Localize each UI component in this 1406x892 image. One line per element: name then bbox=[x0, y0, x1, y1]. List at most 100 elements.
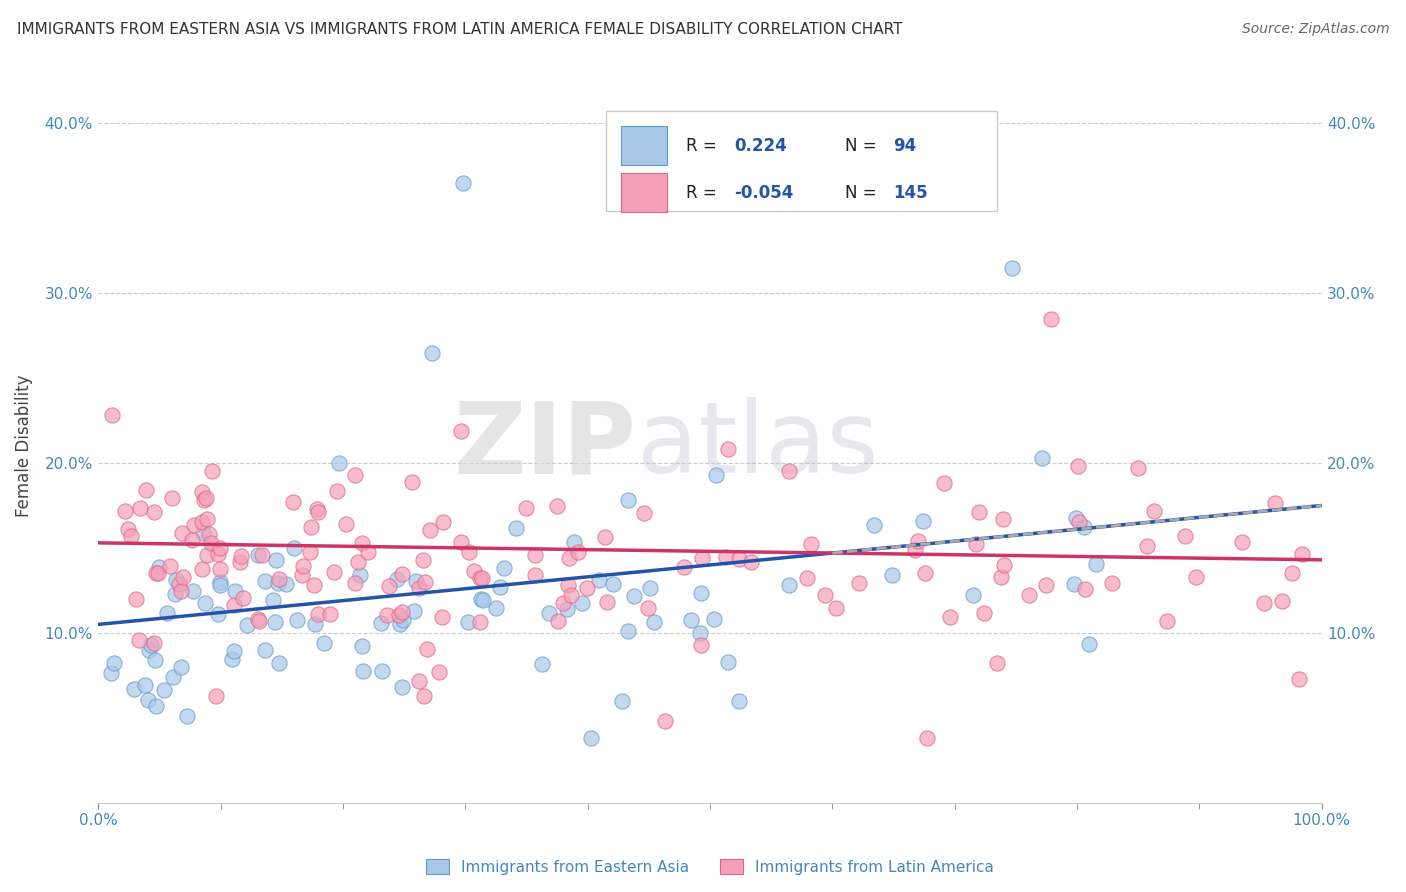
Text: Source: ZipAtlas.com: Source: ZipAtlas.com bbox=[1241, 22, 1389, 37]
Point bbox=[139, 638, 162, 652]
Point bbox=[152, 682, 174, 697]
Point bbox=[181, 583, 204, 598]
Point bbox=[1253, 596, 1275, 610]
Point bbox=[101, 408, 124, 422]
Point bbox=[1073, 520, 1095, 534]
Point bbox=[463, 564, 485, 578]
Point bbox=[581, 731, 603, 746]
Point bbox=[814, 587, 837, 601]
Point bbox=[717, 442, 740, 457]
Point bbox=[915, 731, 938, 746]
Point bbox=[432, 515, 454, 529]
Point bbox=[546, 499, 568, 513]
Point bbox=[643, 615, 665, 629]
Point bbox=[190, 562, 212, 576]
Point bbox=[489, 580, 512, 594]
Point bbox=[654, 714, 676, 729]
Point bbox=[335, 517, 357, 532]
Point bbox=[904, 543, 927, 558]
Point bbox=[450, 424, 472, 438]
Point bbox=[136, 693, 159, 707]
Point bbox=[165, 586, 187, 600]
Point bbox=[145, 698, 167, 713]
Point bbox=[128, 633, 150, 648]
Text: atlas: atlas bbox=[637, 398, 879, 494]
Point bbox=[299, 520, 322, 534]
Point bbox=[596, 595, 619, 609]
Point bbox=[555, 601, 578, 615]
Point bbox=[595, 530, 617, 544]
Point bbox=[547, 614, 569, 628]
Point bbox=[530, 657, 553, 672]
Point bbox=[408, 581, 430, 595]
Point bbox=[285, 613, 308, 627]
Point bbox=[231, 549, 253, 564]
Point bbox=[1067, 459, 1090, 474]
Point bbox=[551, 596, 574, 610]
Point bbox=[427, 665, 450, 680]
Point bbox=[1143, 504, 1166, 518]
Point bbox=[208, 575, 231, 590]
Point bbox=[412, 689, 434, 703]
Point bbox=[344, 576, 367, 591]
Point bbox=[292, 559, 315, 574]
Point bbox=[778, 465, 800, 479]
Point bbox=[193, 492, 215, 507]
Point bbox=[515, 500, 537, 515]
Text: R =: R = bbox=[686, 136, 721, 154]
Point bbox=[281, 494, 304, 508]
Point bbox=[391, 567, 413, 582]
Point bbox=[401, 475, 423, 490]
Point bbox=[352, 639, 374, 653]
Point bbox=[567, 545, 589, 559]
Point bbox=[323, 565, 346, 579]
Point bbox=[430, 609, 453, 624]
Point bbox=[222, 598, 245, 612]
Point bbox=[1074, 582, 1097, 596]
Point bbox=[468, 571, 491, 585]
Point bbox=[159, 558, 181, 573]
Point bbox=[728, 552, 751, 566]
Point bbox=[254, 574, 277, 588]
Point bbox=[290, 568, 312, 582]
Point bbox=[143, 636, 166, 650]
Point bbox=[450, 535, 472, 549]
Point bbox=[224, 583, 246, 598]
Point bbox=[201, 465, 224, 479]
Point bbox=[170, 659, 193, 673]
Point bbox=[299, 545, 322, 559]
Point bbox=[143, 505, 166, 519]
Point bbox=[1063, 577, 1085, 591]
Point bbox=[967, 505, 990, 519]
Point bbox=[160, 491, 183, 506]
Point bbox=[458, 545, 481, 559]
Point bbox=[200, 536, 222, 550]
Point bbox=[264, 552, 287, 566]
Point bbox=[302, 578, 325, 592]
Point bbox=[938, 610, 960, 624]
Point bbox=[385, 572, 408, 586]
Text: -0.054: -0.054 bbox=[734, 184, 794, 202]
Point bbox=[304, 616, 326, 631]
Point bbox=[673, 560, 696, 574]
Y-axis label: Female Disability: Female Disability bbox=[15, 375, 34, 517]
Point bbox=[125, 591, 148, 606]
Point bbox=[195, 512, 218, 526]
Point bbox=[1126, 460, 1149, 475]
Point bbox=[778, 578, 800, 592]
Point bbox=[848, 576, 870, 591]
Point bbox=[571, 596, 593, 610]
Point bbox=[1230, 535, 1253, 549]
Point bbox=[408, 673, 430, 688]
Text: 94: 94 bbox=[893, 136, 917, 154]
Point bbox=[274, 577, 297, 591]
Point bbox=[191, 485, 214, 500]
Point bbox=[193, 526, 215, 541]
Point bbox=[882, 568, 904, 582]
Point bbox=[222, 644, 245, 658]
Point bbox=[247, 612, 270, 626]
Point bbox=[148, 566, 170, 580]
Point bbox=[457, 615, 479, 629]
Point bbox=[912, 514, 935, 528]
Point bbox=[824, 601, 846, 615]
